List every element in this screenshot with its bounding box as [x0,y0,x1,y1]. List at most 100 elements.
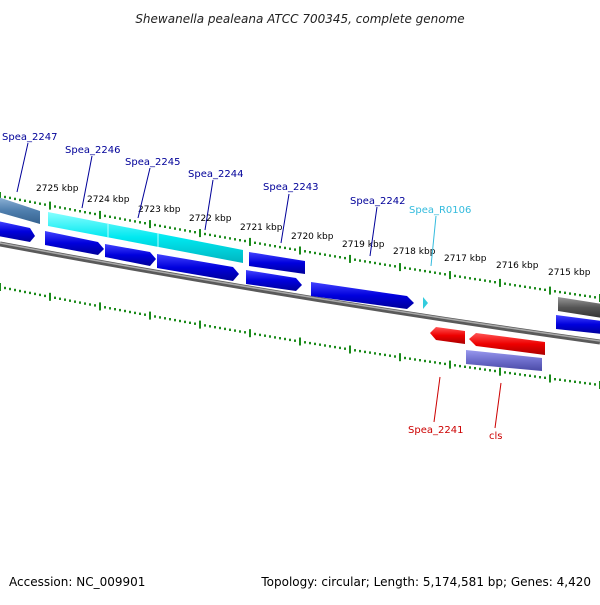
minor-tick [204,324,206,327]
minor-tick [374,352,376,355]
gene-feature-highlight[interactable] [48,212,243,263]
map-title: Shewanella pealeana ATCC 700345, complet… [135,12,464,26]
minor-tick [544,376,546,379]
gene-feature-spea-2247-outer[interactable] [0,197,40,224]
minor-tick [224,236,226,239]
gene-feature-cls-domain[interactable] [466,350,542,371]
major-tick [99,210,101,219]
gene-feature-spea-2245[interactable] [105,244,156,266]
minor-tick [194,322,196,325]
minor-tick [539,376,541,379]
major-tick [499,278,501,287]
gene-feature-spea-2246[interactable] [45,231,104,255]
genome-summary-text: Topology: circular; Length: 5,174,581 bp… [260,575,591,589]
gene-label-spea-2246[interactable]: Spea_2246 [65,145,120,156]
minor-tick [44,294,46,298]
tick-label: 2715 kbp [548,268,591,278]
minor-tick [424,269,426,273]
gene-label-spea-2243[interactable]: Spea_2243 [263,182,318,193]
minor-tick [444,273,446,276]
gene-label-spea-2245[interactable]: Spea_2245 [125,157,180,168]
minor-tick [524,285,526,288]
minor-tick [294,248,296,251]
gene-feature-edge[interactable] [556,315,600,334]
minor-tick [84,302,86,305]
minor-tick [154,315,156,318]
gene-label-spea-2241[interactable]: Spea_2241 [408,425,463,436]
gene-feature-spea-2243-b[interactable] [246,270,302,291]
minor-tick [19,198,21,202]
minor-tick [304,341,306,344]
minor-tick [284,337,286,341]
minor-tick [519,284,521,288]
minor-tick [104,306,106,309]
minor-tick [194,231,196,234]
minor-tick [124,309,126,313]
minor-tick [239,239,241,242]
major-tick [549,374,551,383]
gene-feature-spea-2247[interactable] [0,221,35,242]
rna-feature-spea-r0106[interactable] [423,297,428,309]
major-tick [299,337,301,346]
gene-label-spea-2244[interactable]: Spea_2244 [188,169,243,180]
minor-tick [379,262,381,266]
minor-tick [54,296,56,299]
minor-tick [254,241,256,244]
minor-tick [284,246,286,250]
minor-tick [489,369,491,372]
gene-feature-cls[interactable] [469,333,545,355]
lower-major-ticks [0,283,600,389]
minor-tick [164,225,166,228]
minor-tick [234,329,236,332]
gene-feature-spea-2244[interactable] [157,254,239,281]
minor-tick [479,278,481,281]
gene-label-spea-r0106[interactable]: Spea_R0106 [409,205,471,216]
minor-tick [589,295,591,298]
minor-tick [389,354,391,357]
minor-tick [434,271,436,274]
gene-label-spea-2247[interactable]: Spea_2247 [2,132,57,143]
tick-label: 2722 kbp [189,214,232,224]
minor-tick [274,336,276,339]
minor-tick [319,343,321,346]
minor-tick [134,220,136,223]
gene-feature-spea-2241[interactable] [430,327,465,344]
gene-label-cls[interactable]: cls [489,431,503,442]
minor-tick [589,382,591,385]
minor-tick [59,206,61,209]
minor-tick [439,362,441,365]
minor-tick [219,326,221,330]
minor-tick [224,327,226,331]
tick-labels: 2725 kbp 2724 kbp 2723 kbp 2722 kbp 2721… [36,184,591,278]
minor-tick [374,261,376,265]
gene-feature-gray[interactable] [558,297,600,318]
leader-line [369,206,378,257]
gene-feature-spea-2242[interactable] [311,282,414,309]
gene-label-spea-2242[interactable]: Spea_2242 [350,196,405,207]
leader-line [81,155,93,209]
minor-tick [189,321,191,324]
gene-feature-spea-2243[interactable] [249,252,305,274]
minor-tick [314,251,316,255]
minor-tick [24,199,26,202]
forward-features [0,197,600,334]
major-tick [299,246,301,255]
minor-tick [419,269,421,272]
minor-tick [474,277,476,281]
minor-tick [454,274,456,278]
minor-tick [504,282,506,285]
minor-tick [394,355,396,358]
reverse-features [430,327,545,371]
tick-label: 2716 kbp [496,261,539,271]
major-tick [49,292,51,301]
minor-tick [409,267,411,270]
minor-tick [124,218,126,221]
minor-tick [389,264,391,267]
minor-tick [289,338,291,342]
minor-tick [39,202,41,205]
minor-tick [79,210,81,213]
minor-tick [14,288,16,292]
minor-tick [494,369,496,373]
